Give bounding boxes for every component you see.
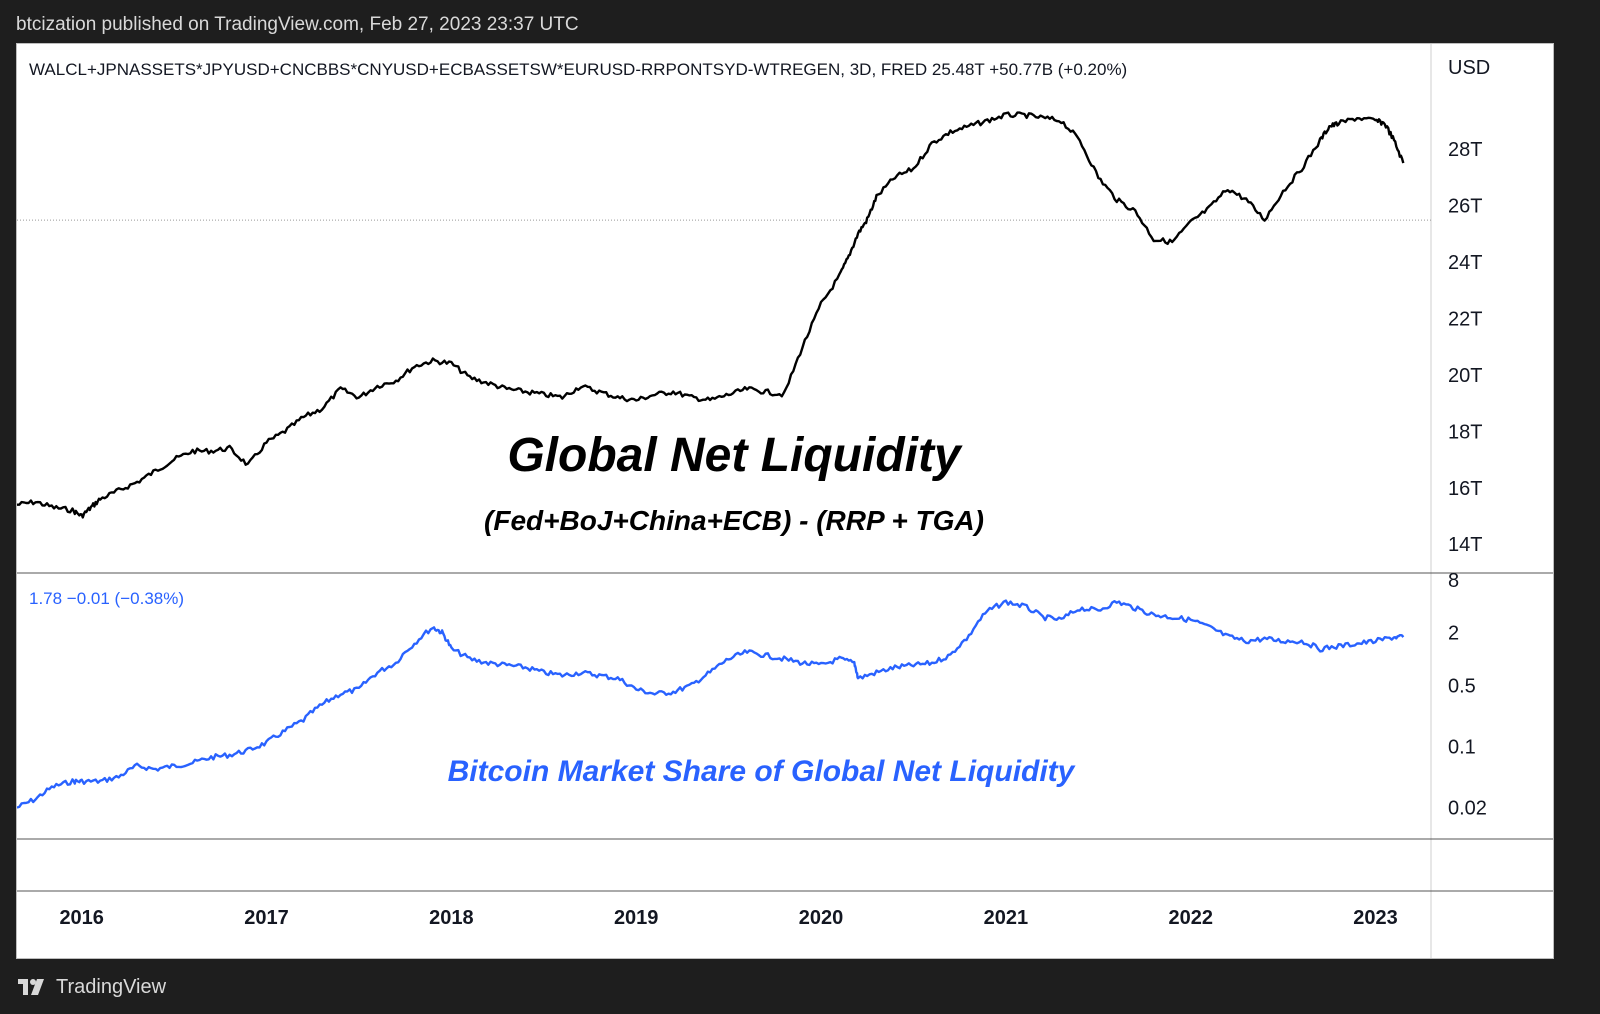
liquidity-y-tick-label: 24T: [1448, 252, 1482, 274]
liquidity-y-tick-label: 14T: [1448, 534, 1482, 556]
tradingview-logo-icon: [16, 976, 48, 998]
time-axis-tick-label: 2016: [59, 907, 104, 929]
btc-share-series-line: [17, 599, 1405, 809]
footer-brand: TradingView: [16, 970, 166, 1004]
share-y-axis: 8 2 0.5 0.1 0.02: [1448, 570, 1487, 820]
time-axis-tick-label: 2023: [1353, 907, 1398, 929]
share-y-tick-label: 0.1: [1448, 737, 1476, 759]
liquidity-y-tick-label: 22T: [1448, 308, 1482, 330]
liquidity-y-tick-label: 18T: [1448, 421, 1482, 443]
time-axis-tick-label: 2018: [429, 907, 474, 929]
share-y-tick-label: 2: [1448, 623, 1459, 645]
time-axis-tick-label: 2022: [1168, 907, 1213, 929]
share-title: Bitcoin Market Share of Global Net Liqui…: [448, 755, 1076, 788]
share-y-tick-label: 0.02: [1448, 798, 1487, 820]
currency-label: USD: [1448, 57, 1490, 79]
liquidity-y-axis: 28T 26T 24T 22T 20T 18T 16T 14T: [1448, 139, 1482, 556]
liquidity-y-tick-label: 20T: [1448, 365, 1482, 387]
publish-info: btcization published on TradingView.com,…: [16, 14, 579, 35]
time-axis-tick-label: 2017: [244, 907, 289, 929]
liquidity-legend: WALCL+JPNASSETS*JPYUSD+CNCBBS*CNYUSD+ECB…: [29, 60, 1127, 79]
liquidity-y-tick-label: 26T: [1448, 195, 1482, 217]
time-axis-tick-label: 2019: [614, 907, 659, 929]
liquidity-subtitle: (Fed+BoJ+China+ECB) - (RRP + TGA): [484, 505, 984, 536]
share-legend: 1.78 −0.01 (−0.38%): [29, 589, 184, 608]
time-axis-tick-label: 2020: [799, 907, 844, 929]
time-axis: 2016 2017 2018 2019 2020 2021 2022 2023: [59, 907, 1397, 929]
liquidity-series-line: [17, 111, 1405, 519]
chart-svg: WALCL+JPNASSETS*JPYUSD+CNCBBS*CNYUSD+ECB…: [17, 44, 1553, 958]
chart-frame: WALCL+JPNASSETS*JPYUSD+CNCBBS*CNYUSD+ECB…: [16, 43, 1554, 959]
brand-name: TradingView: [56, 975, 167, 998]
share-y-tick-label: 8: [1448, 570, 1459, 592]
share-y-tick-label: 0.5: [1448, 675, 1476, 697]
liquidity-y-tick-label: 16T: [1448, 478, 1482, 500]
time-axis-tick-label: 2021: [984, 907, 1029, 929]
liquidity-title: Global Net Liquidity: [507, 429, 963, 482]
liquidity-y-tick-label: 28T: [1448, 139, 1482, 161]
